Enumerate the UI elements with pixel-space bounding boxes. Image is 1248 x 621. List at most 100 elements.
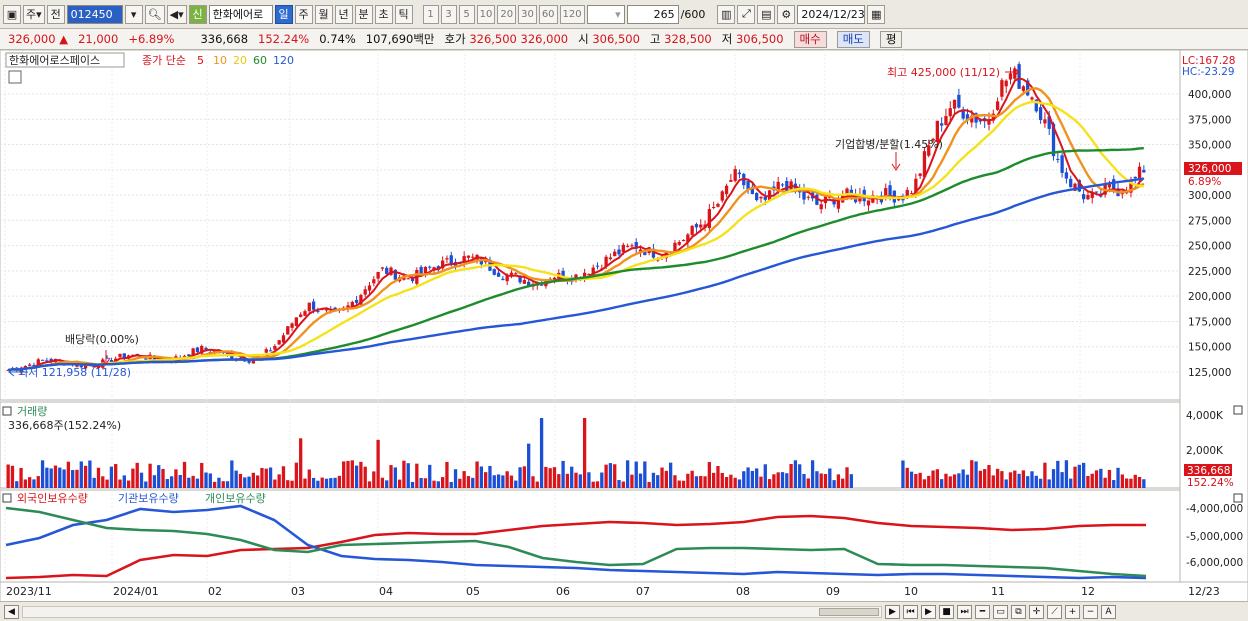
scroll-left-icon[interactable]: ◀ — [4, 604, 19, 619]
sell-button[interactable]: 매도 — [836, 30, 870, 48]
calendar-icon[interactable]: ▦ — [867, 4, 886, 24]
candle-body — [686, 234, 690, 243]
volume-bar — [1137, 476, 1142, 488]
zoom-slider-icon[interactable]: ━ — [975, 604, 990, 619]
save-icon[interactable]: ▤ — [757, 4, 776, 24]
candle-body — [746, 181, 750, 190]
current-pct-tag: 6.89% — [1188, 176, 1221, 188]
candle-body — [866, 200, 871, 206]
zoom-out-icon[interactable]: − — [1083, 604, 1098, 619]
volume-bar — [105, 479, 109, 488]
volume-current-tag — [1184, 464, 1232, 476]
buy-button[interactable]: 매수 — [793, 30, 827, 48]
candle-style-icon[interactable]: ▥ — [717, 4, 736, 24]
volume-bar — [703, 476, 707, 488]
scroll-thumb[interactable] — [819, 607, 879, 616]
volume-current-tag-text: 336,668 — [1187, 465, 1230, 477]
zoom-in-icon[interactable]: + — [1065, 604, 1080, 619]
current-price-value: 326,000 — [8, 32, 56, 46]
panel-table-icon[interactable] — [8, 70, 22, 84]
interval-120-button[interactable]: 120 — [559, 4, 585, 24]
jump-end-icon[interactable]: ⏭ — [957, 604, 972, 619]
candle-body — [539, 284, 544, 286]
stop-icon[interactable]: ■ — [939, 604, 954, 619]
candle-body — [385, 267, 389, 274]
draw-tool-icon[interactable]: ⤢ — [737, 4, 756, 24]
lc-label: LC:167.28 — [1182, 55, 1235, 67]
date-input[interactable]: 2024/12/23 — [797, 4, 866, 24]
volume-bar — [208, 473, 212, 488]
candle-body — [750, 186, 755, 195]
interval-30-button[interactable]: 30 — [518, 4, 537, 24]
candle-body — [849, 189, 853, 195]
new-badge[interactable]: 신 — [188, 4, 207, 24]
interval-3-button[interactable]: 3 — [440, 4, 457, 24]
horizontal-scrollbar[interactable] — [22, 605, 882, 618]
search-icon[interactable]: 🔍︎ — [144, 4, 165, 24]
candle-body — [109, 359, 114, 363]
x-axis-label: 11 — [991, 585, 1005, 598]
bar-count-input[interactable]: 265 — [626, 4, 679, 24]
x-axis-labels: 2023/11 2024/01 02 03 04 05 06 07 08 09 10 11 12 — [6, 585, 1095, 598]
scroll-right-icon[interactable]: ▶ — [885, 604, 900, 619]
speaker-icon[interactable]: ◀▾ — [166, 4, 187, 24]
layout-icon[interactable]: ▭ — [993, 604, 1008, 619]
volume-panel-icon[interactable] — [2, 406, 12, 416]
volume-bar — [212, 481, 217, 488]
period-day-button[interactable]: 일 — [274, 4, 293, 24]
period-month-button[interactable]: 월 — [314, 4, 333, 24]
candle-body — [716, 203, 720, 207]
holdings-panel-icon[interactable] — [2, 493, 12, 503]
chart-area[interactable]: 400,000375,000350,000325,000300,000275,0… — [0, 49, 1248, 603]
volume-bar — [841, 478, 845, 488]
period-second-button[interactable]: 초 — [374, 4, 393, 24]
high-label: 고 — [649, 32, 661, 46]
volume-bar — [1069, 478, 1073, 488]
volume-bar — [484, 472, 488, 488]
volume-close-icon[interactable] — [1233, 405, 1243, 415]
interval-5-button[interactable]: 5 — [458, 4, 475, 24]
multi-panel-icon[interactable]: ⧉ — [1011, 604, 1026, 619]
split-arrow-icon — [891, 152, 901, 171]
price-change-pct: +6.89% — [128, 32, 175, 46]
prev-button[interactable]: 전 — [46, 4, 65, 24]
interval-1-button[interactable]: 1 — [422, 4, 439, 24]
individual-holdings-legend: 개인보유수량 — [205, 492, 266, 505]
interval-20-button[interactable]: 20 — [497, 4, 517, 24]
crosshair-icon[interactable]: ✛ — [1029, 604, 1044, 619]
period-week-button[interactable]: 주 — [294, 4, 313, 24]
price-tick-label: 350,000 — [1188, 140, 1231, 152]
candle-body — [785, 180, 789, 193]
interval-60-button[interactable]: 60 — [538, 4, 558, 24]
candle-body — [251, 359, 256, 364]
interval-custom-input[interactable]: ▾ — [586, 4, 625, 24]
volume-bar — [299, 438, 303, 488]
volume-current-pct: 152.24% — [1187, 477, 1234, 489]
volume-bar — [1064, 460, 1069, 488]
candle-body — [28, 364, 32, 366]
dividend-arrow-icon — [101, 350, 111, 365]
gear-icon[interactable]: ⚙ — [777, 4, 796, 24]
font-icon[interactable]: A — [1101, 604, 1116, 619]
eval-button[interactable]: 평 — [879, 30, 903, 48]
volume-bar — [92, 477, 96, 488]
play-icon[interactable]: ▶ — [921, 604, 936, 619]
volume-bar — [376, 439, 380, 488]
jump-start-icon[interactable]: ⏮ — [903, 604, 918, 619]
price-tick-label: 275,000 — [1188, 215, 1231, 227]
stock-code-input[interactable]: 012450 — [66, 4, 123, 24]
period-minute-button[interactable]: 분 — [354, 4, 373, 24]
volume-bar — [49, 468, 53, 488]
stock-chart[interactable]: 400,000375,000350,000325,000300,000275,0… — [0, 49, 1248, 603]
interval-10-button[interactable]: 10 — [476, 4, 496, 24]
window-icon[interactable]: ▣ — [3, 4, 21, 24]
candle-body — [393, 269, 397, 280]
period-tick-button[interactable]: 틱 — [394, 4, 413, 24]
ma-120-label: 120 — [273, 54, 294, 67]
period-year-button[interactable]: 년 — [334, 4, 353, 24]
holdings-close-icon[interactable] — [1233, 493, 1243, 503]
trend-tool-icon[interactable]: ⟋ — [1047, 604, 1062, 619]
volume-bar — [1026, 476, 1030, 488]
code-dropdown-icon[interactable]: ▾ — [124, 4, 143, 24]
period-selector[interactable]: 주 ▾ — [23, 4, 45, 24]
